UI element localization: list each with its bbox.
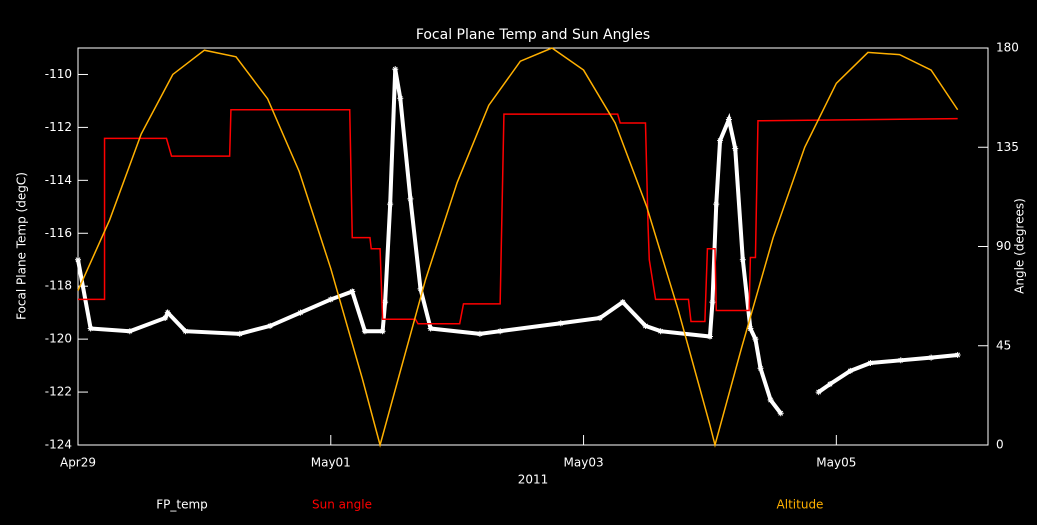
y-tick-label: -122	[45, 385, 72, 399]
data-point	[327, 296, 334, 303]
chart-title: Focal Plane Temp and Sun Angles	[416, 27, 650, 43]
y-tick-label: -116	[45, 226, 72, 240]
data-point	[642, 322, 649, 329]
data-point	[739, 256, 746, 263]
data-point	[847, 367, 854, 374]
data-point	[382, 299, 389, 306]
y-tick-label: -124	[45, 438, 72, 452]
data-point	[928, 354, 935, 361]
y-tick-label: -118	[45, 279, 72, 293]
x-tick-label: May05	[816, 456, 856, 470]
data-point	[349, 288, 356, 295]
data-point	[725, 116, 732, 123]
data-point	[954, 352, 961, 359]
data-point	[827, 381, 834, 388]
data-point	[706, 333, 713, 340]
data-point	[897, 357, 904, 364]
data-point	[767, 397, 774, 404]
data-point	[757, 365, 764, 372]
data-point	[476, 330, 483, 337]
data-point	[713, 201, 720, 208]
data-point	[717, 137, 724, 144]
data-point	[557, 320, 564, 327]
data-point	[397, 95, 404, 102]
series-line	[77, 47, 959, 448]
y-tick-label: -110	[45, 67, 72, 81]
x-tick-label: May03	[564, 456, 604, 470]
data-point	[392, 66, 399, 73]
data-point	[164, 309, 171, 316]
y2-tick-label: 180	[996, 41, 1019, 55]
data-point	[87, 325, 94, 332]
data-point	[236, 330, 243, 337]
y2-tick-label: 0	[996, 438, 1004, 452]
y2-axis-label: Angle (degrees)	[1013, 198, 1027, 294]
y2-tick-label: 45	[996, 338, 1011, 352]
x-tick-label: Apr29	[60, 456, 96, 470]
data-point	[379, 328, 386, 335]
data-point	[126, 328, 133, 335]
data-point	[752, 336, 759, 343]
data-point	[267, 322, 274, 329]
y2-tick-label: 90	[996, 239, 1011, 253]
data-point	[297, 309, 304, 316]
legend-label: Altitude	[777, 498, 824, 512]
data-point	[657, 328, 664, 335]
legend-label: Sun angle	[312, 498, 372, 512]
data-point	[709, 299, 716, 306]
x-tick-label: May01	[311, 456, 351, 470]
y-tick-label: -112	[45, 120, 72, 134]
y2-tick-label: 135	[996, 140, 1019, 154]
data-point	[361, 328, 368, 335]
data-point	[407, 195, 414, 202]
data-point	[747, 325, 754, 332]
data-point	[777, 410, 784, 417]
data-point	[417, 285, 424, 292]
legend-label: FP_temp	[156, 498, 208, 512]
series-line	[78, 109, 958, 325]
data-point	[732, 145, 739, 152]
x-axis-label: 2011	[518, 473, 549, 487]
data-point	[867, 359, 874, 366]
data-point	[387, 201, 394, 208]
data-point	[596, 314, 603, 321]
y-tick-label: -120	[45, 332, 72, 346]
data-point	[182, 328, 189, 335]
y-tick-label: -114	[45, 173, 72, 187]
y-axis-label: Focal Plane Temp (degC)	[15, 172, 29, 320]
data-point	[75, 256, 81, 263]
data-point	[162, 314, 169, 321]
data-point	[427, 325, 434, 332]
data-point	[497, 328, 504, 335]
data-point	[815, 389, 822, 396]
data-point	[619, 299, 626, 306]
